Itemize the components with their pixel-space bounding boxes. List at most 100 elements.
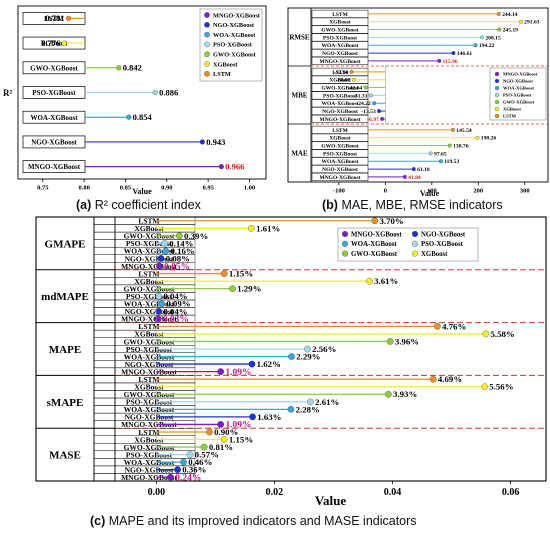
legend-marker-xgboost (494, 106, 500, 112)
x-tick-label: 300 (520, 188, 530, 195)
data-label-ngo-xgboost: 0.943 (206, 137, 225, 147)
x-tick-label: 0.90 (161, 185, 172, 192)
category-label-mngo-xgboost: MNGO-XGBoost (320, 59, 361, 65)
category-label-ngo-xgboost: NGO-XGBoost (125, 465, 174, 474)
legend-marker-xgboost (411, 250, 419, 257)
point-woa-xgboost (180, 458, 187, 466)
x-tick-label: 0.85 (120, 185, 132, 192)
category-label-lstm: LSTM (332, 70, 348, 76)
category-label-woa-xgboost: WOA-XGBoost (30, 114, 78, 122)
legend-entry-lstm: LSTM (503, 114, 517, 119)
data-label-pso-xgboost: -31.31 (353, 93, 368, 99)
point-mngo-xgboost (155, 262, 163, 270)
data-label-woa-xgboost: -24.22 (356, 101, 371, 107)
category-label-gwo-xgboost: GWO-XGBoost (30, 64, 78, 72)
category-label-gwo-xgboost: GWO-XGBoost (124, 284, 175, 293)
caption-a-letter: (a) (76, 198, 92, 212)
caption-c-text: MAPE and its improved indicators and MAS… (108, 514, 417, 528)
legend-entry-pso-xgboost: PSO-XGBoost (213, 42, 253, 49)
category-label-woa-xgboost: WOA-XGBoost (322, 101, 359, 107)
point-ngo-xgboost (157, 255, 165, 262)
category-label-gwo-xgboost: GWO-XGBoost (124, 443, 175, 452)
legend-box (489, 67, 547, 121)
point-xgboost (482, 330, 490, 338)
category-label-mngo-xgboost: MNGO-XGBoost (320, 175, 361, 181)
point-ngo-xgboost (199, 139, 205, 145)
category-label-lstm: LSTM (332, 128, 348, 134)
category-label-pso-xgboost: PSO-XGBoost (126, 398, 173, 407)
data-label-ngo-xgboost: 61.18 (417, 167, 430, 173)
point-mngo-xgboost (402, 174, 407, 179)
point-lstm (429, 375, 437, 383)
point-woa-xgboost (126, 114, 132, 120)
group-label-gmape: GMAPE (45, 238, 86, 250)
category-label-gwo-xgboost: GWO-XGBoost (321, 144, 358, 150)
data-label-woa-xgboost: 0.854 (133, 112, 153, 122)
point-gwo-xgboost (200, 443, 208, 451)
legend-entry-pso-xgboost: PSO-XGBoost (503, 93, 532, 98)
point-pso-xgboost (480, 35, 485, 40)
category-label-xgboost: XGBoost (40, 40, 68, 48)
plot-frame (17, 5, 267, 180)
x-tick-label: 1.00 (244, 185, 255, 192)
point-ngo-xgboost (174, 466, 181, 474)
category-label-mngo-xgboost: MNGO-XGBoost (121, 420, 177, 429)
data-label-mngo-xgboost: 0.05% (164, 262, 190, 272)
category-label-lstm: LSTM (138, 428, 159, 437)
group-label-mape: MAPE (49, 344, 81, 356)
point-gwo-xgboost (497, 27, 502, 32)
category-label-woa-xgboost: WOA-XGBoost (322, 43, 359, 49)
legend-marker-xgboost (204, 61, 210, 67)
caption-b-letter: (b) (322, 198, 338, 212)
data-label-xgboost: 5.56% (489, 382, 513, 392)
category-label-woa-xgboost: WOA-XGBoost (322, 159, 359, 165)
point-woa-xgboost (473, 43, 478, 48)
data-label-mngo-xgboost: 41.84 (408, 175, 421, 181)
x-axis-label: Value (132, 187, 152, 196)
point-woa-xgboost (162, 247, 170, 255)
point-lstm (220, 270, 228, 277)
data-label-gwo-xgboost: 138.76 (453, 143, 469, 149)
point-ngo-xgboost (248, 360, 256, 368)
category-label-woa-xgboost: WOA-XGBoost (124, 352, 175, 361)
legend-marker-ngo-xgboost (204, 22, 210, 28)
data-label-xgboost: 0.776 (41, 38, 60, 48)
data-label-woa-xgboost: 2.28% (296, 404, 320, 414)
data-label-ngo-xgboost: 1.63% (257, 412, 281, 422)
data-label-mngo-xgboost: 0.966 (225, 162, 244, 172)
category-label-ngo-xgboost: NGO-XGBoost (125, 413, 174, 422)
legend-entry-mngo-xgboost: MNGO-XGBoost (503, 72, 538, 77)
point-ngo-xgboost (411, 167, 416, 172)
caption-c-letter: (c) (90, 514, 106, 528)
point-ngo-xgboost (451, 51, 456, 56)
x-tick-label: 0.95 (202, 185, 214, 192)
point-lstm (371, 217, 379, 225)
category-label-xgboost: XGBoost (134, 277, 164, 286)
data-label-woa-xgboost: 0.46% (188, 457, 212, 467)
x-tick-label: 200 (473, 188, 483, 195)
data-label-ngo-xgboost: 146.61 (457, 51, 473, 57)
legend-marker-mngo-xgboost (494, 71, 500, 77)
category-label-xgboost: XGBoost (134, 224, 164, 233)
point-ngo-xgboost (155, 307, 163, 315)
plot-frame (287, 7, 549, 183)
data-label-xgboost: 1.61% (256, 223, 280, 233)
data-label-pso-xgboost: 0.57% (195, 450, 219, 460)
point-pso-xgboost (152, 89, 158, 96)
category-label-pso-xgboost: PSO-XGBoost (126, 450, 173, 459)
category-label-ngo-xgboost: NGO-XGBoost (125, 307, 174, 316)
category-label-woa-xgboost: WOA-XGBoost (124, 458, 175, 467)
point-woa-xgboost (158, 300, 165, 308)
category-label-xgboost: XGBoost (329, 20, 351, 26)
point-woa-xgboost (438, 159, 443, 164)
category-label-gwo-xgboost: GWO-XGBoost (321, 28, 358, 34)
point-mngo-xgboost (217, 368, 225, 375)
category-label-ngo-xgboost: NGO-XGBoost (322, 51, 358, 57)
point-lstm (349, 69, 354, 74)
point-pso-xgboost (428, 151, 433, 156)
category-box (311, 107, 369, 116)
data-label-mngo-xgboost: 1.09% (225, 421, 251, 431)
x-tick-label: -100 (333, 188, 345, 195)
